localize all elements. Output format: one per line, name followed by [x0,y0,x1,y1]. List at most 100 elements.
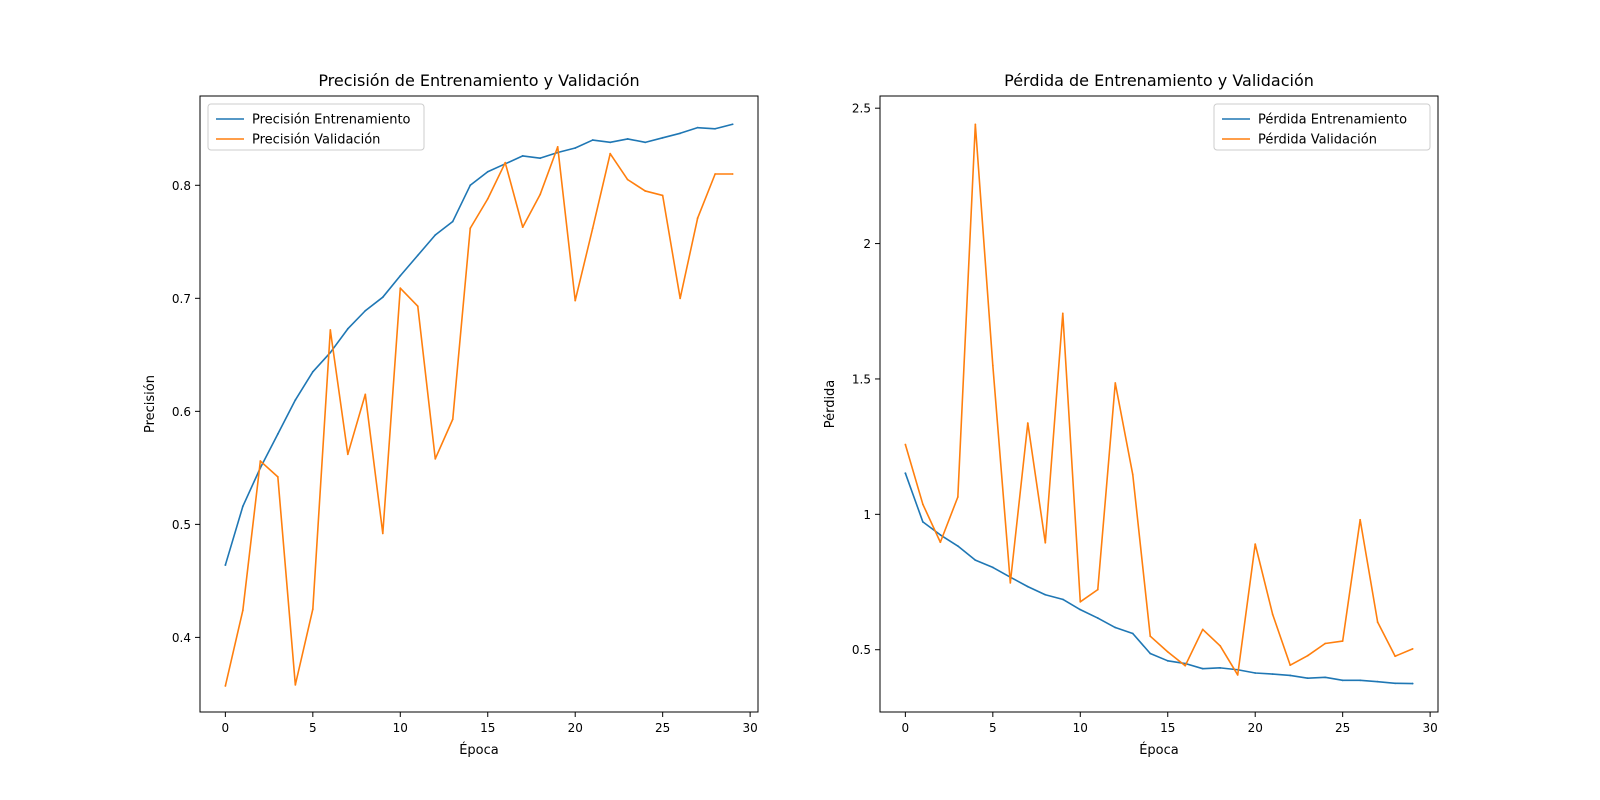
data-point [434,234,437,236]
data-point [1341,679,1344,682]
data-point [416,254,419,257]
data-point [416,305,419,308]
y-tick-label: 1 [863,508,871,522]
y-tick-label: 0.6 [172,405,191,419]
data-point [504,161,507,164]
series-line [904,472,1413,685]
data-point [329,351,332,354]
data-point [731,173,734,175]
series-line [224,123,733,566]
data-point [259,460,262,462]
data-point [904,443,907,446]
x-tick-label: 10 [1073,721,1088,735]
data-point [469,184,472,187]
data-point [1306,677,1309,680]
data-point [399,287,402,290]
data-point [661,194,664,197]
data-point [679,132,682,135]
data-point [626,138,629,140]
data-point [1411,682,1414,685]
data-point [644,190,647,192]
chart-1: 0 5 10 15 20 25 30 0.4 0.5 0.6 0.7 0.8 Precisión de … [143,71,759,758]
data-point [1166,650,1169,653]
data-point [1131,473,1134,476]
x-tick-label: 5 [989,721,997,735]
data-point [1289,664,1292,667]
data-point [939,541,942,544]
y-axis-label: Precisión [143,375,158,433]
data-point [539,157,542,160]
x-tick-label: 20 [1248,721,1263,735]
data-point [1359,518,1362,521]
x-tick-label: 15 [1160,721,1175,735]
legend: Precisión Entrenamiento Precisión Validac… [207,103,425,151]
data-point [1061,312,1064,315]
data-point [539,193,542,196]
data-point [1271,613,1274,616]
series-2 [904,123,1414,676]
data-point [1306,654,1309,657]
data-point [364,309,367,312]
x-tick-label: 5 [309,721,317,735]
series-1 [904,472,1414,685]
data-point [714,127,717,130]
data-point [1394,682,1397,685]
data-point [956,496,959,498]
data-point [956,545,959,547]
data-point [1359,679,1362,682]
data-point [469,227,472,230]
legend-entry-label: Precisión Validación [252,133,380,148]
data-point [1394,655,1397,658]
legend-box [1213,103,1431,151]
data-point [1026,585,1029,588]
data-point [486,170,489,173]
data-point [1376,680,1379,683]
data-point [311,608,314,611]
y-tick-label: 0.8 [172,179,191,193]
data-point [974,559,977,561]
data-point [294,399,297,401]
data-point [451,220,454,223]
data-point [1131,632,1134,635]
data-point [1184,664,1187,667]
data-point [609,141,612,144]
data-point [1201,628,1204,631]
data-point [1376,621,1379,624]
legend-box [207,103,425,151]
data-point [574,299,577,302]
data-point [1149,635,1152,638]
chart-title: Pérdida de Entrenamiento y Validación [1004,71,1314,90]
data-point [434,457,437,460]
x-tick-label: 25 [1335,721,1350,735]
x-tick-label: 25 [655,721,670,735]
x-tick-label: 30 [742,721,757,735]
data-point [1324,676,1327,679]
data-point [521,155,524,157]
data-point [1254,543,1257,546]
data-point [1009,581,1012,584]
data-point [1061,598,1064,601]
x-axis-label: Época [459,742,499,758]
data-point [276,433,279,435]
data-point [486,197,489,200]
data-point [991,566,994,569]
plot-area-frame [199,95,759,713]
legend-entry-label: Pérdida Validación [1258,133,1377,148]
data-point [346,453,349,456]
data-point [1096,588,1099,591]
data-point [1289,674,1292,677]
data-point [381,296,384,299]
data-point [1324,642,1327,645]
data-point [626,178,629,181]
data-point [294,683,297,686]
data-point [224,564,227,566]
data-point [679,297,682,300]
y-tick-label: 2.5 [852,102,871,116]
data-point [921,521,924,523]
y-tick-label: 0.5 [172,518,191,532]
chart-2: 0 5 10 15 20 25 30 0.5 1 1.5 2 2.5 Pérdida de Entren… [823,71,1439,758]
data-point [661,136,664,139]
chart-title: Precisión de Entrenamiento y Validación [318,71,639,90]
data-point [381,532,384,535]
